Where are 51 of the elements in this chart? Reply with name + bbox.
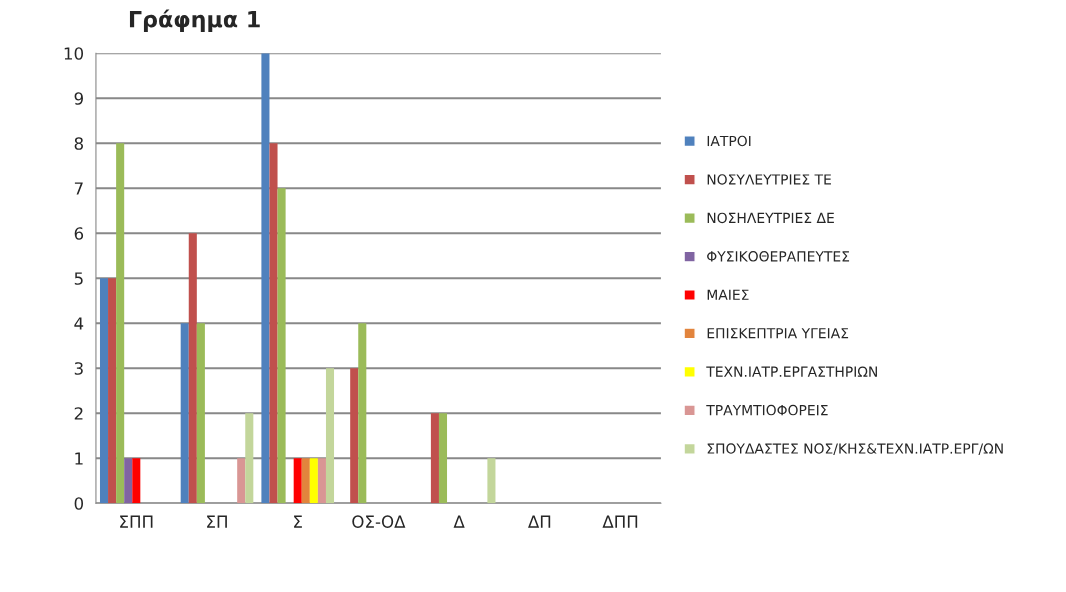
y-tick-label: 4 [74, 317, 84, 330]
bar [116, 143, 125, 504]
legend-label: ΤΡΑΥΜΤΙΟΦΟΡΕΙΣ [706, 404, 828, 416]
legend-label: ΣΠΟΥΔΑΣΤΕΣ ΝΟΣ/ΚΗΣ&ΤΕΧΝ.ΙΑΤΡ.ΕΡΓ/ΩΝ [707, 443, 1003, 455]
y-tick-label: 8 [74, 137, 83, 150]
y-tick-label: 0 [74, 497, 84, 510]
bar [180, 323, 189, 504]
y-tick-label: 1 [75, 452, 83, 465]
chart-title: Γράφημα 1 [129, 9, 260, 32]
bar [108, 278, 117, 504]
bar [196, 323, 205, 504]
legend-label: ΦΥΣΙΚΟΘΕΡΑΠΕΥΤΕΣ [707, 251, 850, 262]
y-tick-label: 5 [74, 272, 83, 285]
y-tick-label: 10 [64, 47, 84, 60]
x-tick-label: ΟΣ-ΟΔ [352, 515, 406, 528]
bar [132, 458, 141, 504]
legend-label: ΜΑΙΕΣ [707, 289, 749, 300]
legend-label: ΙΑΤΡΟΙ [707, 135, 751, 147]
bar [430, 413, 439, 504]
x-tick-label: Δ [453, 515, 465, 528]
bar [269, 143, 278, 504]
bar [325, 368, 335, 504]
bar [188, 233, 197, 504]
legend-label: ΤΕΧΝ.ΙΑΤΡ.ΕΡΓΑΣΤΗΡΙΩΝ [706, 366, 877, 377]
legend-label: ΝΟΣΗΛΕΥΤΡΙΕΣ ΔΕ [707, 212, 834, 224]
bar [99, 278, 109, 504]
bar [245, 413, 254, 504]
x-tick-label: ΔΠΠ [602, 515, 638, 528]
bar [237, 458, 246, 504]
y-tick-label: 6 [74, 227, 84, 240]
y-tick-label: 9 [74, 92, 83, 105]
bar [277, 188, 286, 504]
bar [317, 458, 326, 504]
y-tick-label: 7 [74, 182, 83, 195]
bar [261, 53, 270, 504]
bar [487, 458, 496, 504]
x-tick-label: ΣΠ [207, 515, 227, 528]
legend-label: ΝΟΣΥΛΕΥΤΡΙΕΣ ΤΕ [707, 174, 831, 185]
bar [350, 368, 359, 504]
bar [309, 458, 318, 504]
legend-label: ΕΠΙΣΚΕΠΤΡΙΑ ΥΓΕΙΑΣ [707, 328, 849, 339]
x-tick-label: ΣΠΠ [120, 515, 153, 528]
x-tick-label: Σ [294, 515, 302, 528]
y-tick-label: 2 [74, 407, 83, 420]
bar [301, 458, 310, 504]
bar [124, 458, 133, 504]
bar [293, 458, 302, 504]
x-tick-label: ΔΠ [528, 515, 551, 528]
bar [358, 323, 367, 504]
y-tick-label: 3 [74, 362, 83, 375]
bar [438, 413, 448, 504]
